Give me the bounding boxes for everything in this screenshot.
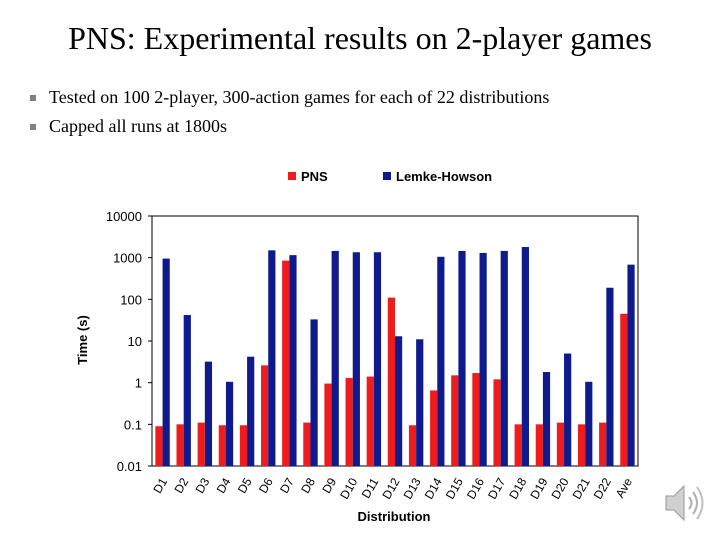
bar-pns-d8: [303, 422, 311, 466]
square-bullet-icon: [30, 123, 36, 130]
bar-pns-d18: [514, 424, 522, 466]
bullet-list: Tested on 100 2-player, 300-action games…: [30, 83, 549, 141]
bar-pns-d14: [430, 390, 438, 466]
bar-pns-d11: [366, 376, 374, 466]
x-tick-label: D17: [485, 475, 508, 501]
bars-group: [155, 247, 635, 466]
y-tick-label: 100: [120, 292, 142, 307]
x-tick-label: D22: [591, 475, 614, 501]
bullet-text: Tested on 100 2-player, 300-action games…: [49, 87, 550, 107]
x-tick-label: D18: [506, 475, 529, 501]
bar-lemke-howson-d16: [479, 252, 487, 466]
bar-lemke-howson-d15: [458, 250, 466, 466]
y-axis-label: Time (s): [75, 315, 90, 365]
slide-title: PNS: Experimental results on 2-player ga…: [68, 20, 652, 56]
bar-lemke-howson-d5: [247, 356, 255, 466]
legend-swatch: [383, 172, 391, 180]
x-tick-label: D4: [214, 475, 234, 496]
y-tick-label: 1000: [113, 251, 142, 266]
bullet-text: Capped all runs at 1800s: [49, 116, 227, 136]
y-tick-label: 0.01: [117, 459, 142, 474]
x-tick-label: D10: [337, 475, 360, 501]
x-tick-label: D15: [443, 475, 466, 501]
bar-pns-d16: [472, 373, 480, 466]
y-tick-label: 10000: [106, 209, 142, 224]
chart-legend: PNS Lemke-Howson: [288, 169, 492, 184]
bar-pns-d5: [239, 425, 248, 466]
bar-lemke-howson-d6: [268, 250, 276, 466]
square-bullet-icon: [30, 94, 36, 101]
bar-lemke-howson-d9: [331, 250, 339, 466]
bar-lemke-howson-d7: [289, 255, 297, 466]
bar-pns-ave: [620, 313, 628, 466]
x-tick-label: D21: [570, 475, 593, 501]
bar-lemke-howson-d13: [416, 339, 424, 466]
legend-swatch: [288, 172, 296, 180]
bar-pns-d21: [577, 424, 586, 466]
bar-lemke-howson-ave: [627, 264, 635, 466]
bar-pns-d7: [282, 260, 290, 466]
bar-lemke-howson-d22: [606, 287, 614, 466]
y-axis-ticks: 0.01 0.1 1 10 100 1000 10000: [106, 209, 152, 474]
bar-lemke-howson-d19: [542, 372, 551, 466]
bar-pns-d15: [451, 375, 459, 466]
bar-lemke-howson-d8: [310, 319, 318, 466]
bar-lemke-howson-d20: [564, 353, 572, 466]
bar-lemke-howson-d14: [437, 256, 445, 466]
bar-lemke-howson-d17: [500, 250, 508, 466]
bullet-item: Tested on 100 2-player, 300-action games…: [30, 83, 549, 112]
bar-lemke-howson-d21: [585, 381, 593, 466]
bar-lemke-howson-d11: [373, 252, 382, 466]
x-tick-label: D1: [150, 475, 170, 496]
x-tick-label: Ave: [613, 475, 636, 500]
bar-lemke-howson-d3: [204, 361, 213, 466]
x-tick-label: D8: [298, 475, 318, 496]
bar-pns-d22: [599, 422, 607, 466]
bar-pns-d6: [261, 365, 269, 466]
bar-lemke-howson-d18: [521, 247, 529, 466]
legend-label: Lemke-Howson: [396, 169, 492, 184]
x-tick-label: D13: [401, 475, 424, 501]
x-tick-label: D7: [277, 475, 297, 496]
bar-lemke-howson-d12: [395, 336, 403, 466]
bullet-item: Capped all runs at 1800s: [30, 112, 549, 141]
bar-lemke-howson-d4: [225, 381, 234, 466]
legend-label: PNS: [301, 169, 328, 184]
bar-pns-d10: [345, 377, 353, 466]
bar-pns-d4: [218, 425, 226, 466]
bar-pns-d9: [324, 383, 332, 466]
y-tick-label: 0.1: [124, 417, 142, 432]
bar-pns-d1: [155, 426, 163, 466]
x-tick-label: D12: [379, 475, 402, 501]
y-tick-label: 10: [128, 334, 142, 349]
bar-pns-d2: [176, 424, 184, 466]
x-tick-label: D6: [256, 475, 276, 496]
bar-pns-d19: [535, 424, 543, 466]
x-tick-label: D9: [319, 475, 339, 496]
x-axis-label: Distribution: [358, 509, 431, 524]
x-axis-ticks: D1 D2 D3 D4 D5 D6 D7 D8 D9D10D11D12D13D14D15D16D…: [150, 475, 635, 501]
x-tick-label: D19: [527, 475, 550, 501]
x-tick-label: D20: [549, 475, 572, 501]
bar-pns-d3: [197, 422, 205, 466]
bar-lemke-howson-d10: [352, 252, 360, 466]
x-tick-label: D3: [193, 475, 213, 496]
bar-pns-d17: [493, 379, 501, 466]
x-tick-label: D5: [235, 475, 255, 496]
bar-pns-d20: [556, 422, 565, 466]
bar-lemke-howson-d1: [162, 258, 170, 466]
x-tick-label: D2: [171, 475, 191, 496]
speaker-icon[interactable]: [658, 478, 708, 528]
x-tick-label: D14: [422, 475, 445, 501]
y-tick-label: 1: [135, 376, 142, 391]
bar-pns-d13: [408, 425, 417, 466]
x-tick-label: D11: [359, 475, 382, 501]
x-tick-label: D16: [464, 475, 487, 501]
bar-pns-d12: [387, 297, 395, 466]
bar-lemke-howson-d2: [183, 315, 191, 466]
